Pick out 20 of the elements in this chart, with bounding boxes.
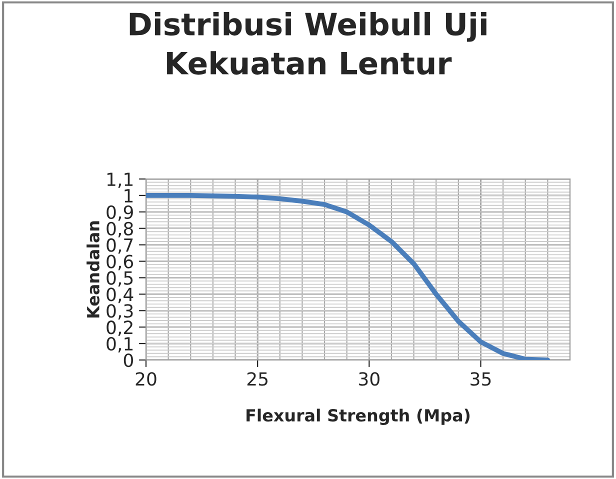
y-tick-label: 0,2 — [106, 320, 132, 336]
y-axis-title: Keandalan — [86, 221, 100, 318]
line-series — [146, 193, 550, 360]
x-tick-label: 20 — [136, 372, 156, 386]
x-tick-label: 35 — [470, 372, 491, 386]
y-tick-label: 0,6 — [106, 254, 134, 270]
y-tick-label: 0,8 — [106, 222, 133, 238]
chart-title: Distribusi Weibull Uji Kekuatan Lentur — [130, 12, 486, 75]
y-tick-label: 0 — [124, 353, 133, 368]
y-tick-label: 0,9 — [106, 205, 133, 221]
y-tick-label: 1,1 — [107, 172, 133, 188]
y-tick-label: 0,3 — [106, 304, 133, 320]
y-tick-label: 0,4 — [106, 288, 134, 304]
y-tick-label: 0,7 — [106, 238, 133, 254]
y-tick-label: 1 — [124, 189, 133, 202]
x-tick-label: 25 — [247, 372, 268, 386]
x-axis-title: Flexural Strength (Mpa) — [246, 408, 470, 425]
x-tick-label: 30 — [359, 372, 380, 386]
y-tick-label: 0,5 — [106, 271, 133, 287]
y-tick-label: 0,1 — [106, 337, 133, 353]
